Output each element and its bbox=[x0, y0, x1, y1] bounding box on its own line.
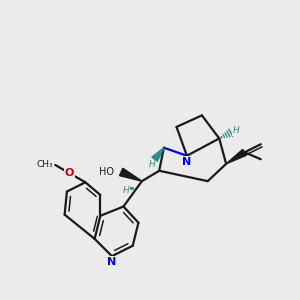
Text: H: H bbox=[149, 160, 156, 169]
Polygon shape bbox=[119, 168, 142, 181]
Text: N: N bbox=[107, 257, 116, 267]
Text: CH₃: CH₃ bbox=[36, 160, 53, 169]
Text: HO: HO bbox=[99, 167, 114, 177]
Text: H: H bbox=[233, 126, 240, 135]
Polygon shape bbox=[152, 148, 164, 161]
Polygon shape bbox=[226, 149, 246, 164]
Text: H: H bbox=[122, 186, 129, 195]
Text: O: O bbox=[64, 168, 74, 178]
Text: N: N bbox=[182, 157, 191, 166]
